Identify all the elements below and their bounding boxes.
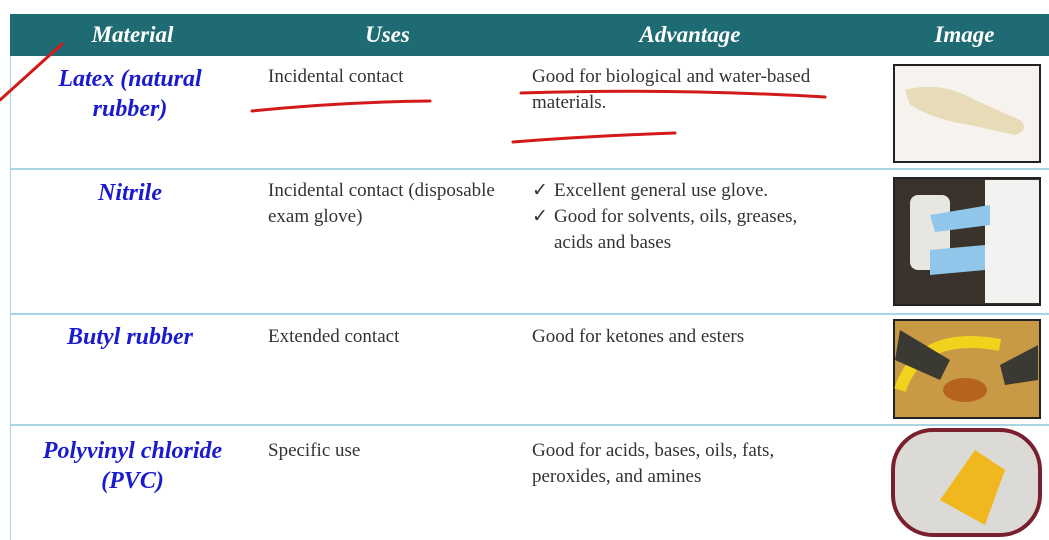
advantage-point: Good for solvents, oils, greases, acids … (532, 204, 832, 256)
advantage-list: Excellent general use glove. Good for so… (532, 178, 832, 256)
uses: Specific use (268, 440, 361, 461)
uses: Incidental contact (268, 66, 404, 87)
material: Polyvinyl chloride (PVC) (42, 438, 223, 494)
header-cell: Material (91, 22, 174, 47)
material: Latex (natural rubber) (58, 66, 202, 122)
row-separator (10, 168, 1049, 170)
row-separator (10, 424, 1049, 426)
row-separator (10, 313, 1049, 315)
advantage: Good for acids, bases, oils, fats, perox… (532, 440, 775, 487)
header-cell: Advantage (639, 22, 741, 47)
uses: Incidental contact (disposable exam glov… (268, 180, 495, 227)
header-cell: Uses (365, 22, 410, 47)
image-nitrile (893, 177, 1041, 306)
image-butyl (893, 319, 1041, 419)
uses: Extended contact (268, 326, 400, 347)
advantage: Good for biological and water-based mate… (532, 66, 811, 113)
image-pvc (891, 428, 1042, 537)
advantage: Excellent general use glove. Good for so… (532, 178, 832, 256)
advantage: Good for ketones and esters (532, 326, 745, 347)
image-latex (893, 64, 1041, 163)
material: Nitrile (98, 180, 162, 206)
material: Butyl rubber (66, 324, 194, 350)
header-cell: Image (934, 22, 995, 47)
header-bar (10, 14, 1049, 56)
left-border (10, 56, 11, 540)
annotation (0, 42, 827, 144)
advantage-point: Excellent general use glove. (532, 178, 832, 204)
